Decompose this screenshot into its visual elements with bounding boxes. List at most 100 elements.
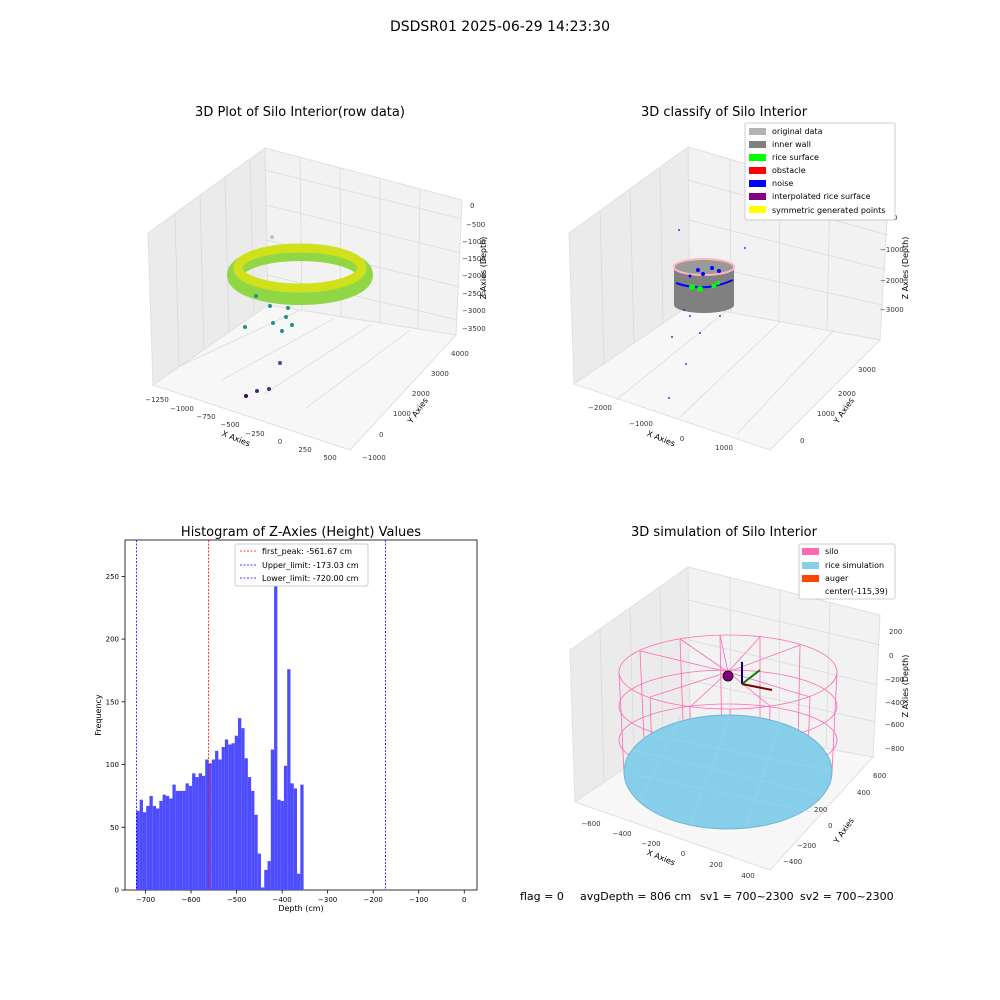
- tick-label: −200: [641, 840, 660, 848]
- z-axis-label: Z Axies (Depth): [901, 655, 910, 718]
- y-tick-label: 100: [106, 761, 119, 769]
- legend-swatch: [802, 575, 819, 582]
- tick-label: 250: [298, 446, 311, 454]
- histogram-bar: [287, 669, 291, 890]
- z-axis-label: Z Axies (Depth): [479, 237, 488, 300]
- histogram-bar: [165, 795, 170, 890]
- y-tick-labels: −400 −200 0 200 400 600: [783, 772, 886, 866]
- tick-label: 400: [741, 872, 754, 880]
- tick-label: −1000: [170, 405, 194, 413]
- chart-title: Histogram of Z-Axies (Height) Values: [181, 525, 421, 540]
- histogram-bars: [136, 555, 304, 890]
- histogram-bar: [267, 861, 271, 890]
- panel-raw-3d: 3D Plot of Silo Interior(row data): [145, 105, 488, 462]
- tick-label: −2000: [880, 277, 904, 285]
- tick-label: 2000: [412, 390, 430, 398]
- y-axis-label: Y Axies: [831, 816, 856, 846]
- legend-label: silo: [825, 547, 839, 556]
- histogram-bar: [162, 794, 166, 890]
- histogram-bar: [264, 869, 268, 890]
- histogram-bar: [297, 873, 301, 890]
- histogram-bar: [228, 744, 232, 890]
- histogram-bar: [211, 759, 216, 890]
- tick-label: −400: [885, 699, 904, 707]
- tick-label: −1000: [629, 420, 653, 428]
- histogram-bar: [280, 800, 284, 890]
- histogram-bar: [251, 790, 255, 890]
- histogram-bar: [201, 775, 206, 890]
- legend-label: first_peak: -561.67 cm: [262, 547, 352, 556]
- legend-swatch: [749, 167, 766, 174]
- x-tick-label: −300: [318, 896, 337, 904]
- panel-classify-3d: 3D classify of Silo Interior −2000 −1000: [568, 105, 910, 452]
- x-tick-label: −400: [272, 896, 291, 904]
- histogram-bar: [224, 739, 229, 890]
- tick-label: −600: [885, 721, 904, 729]
- y-tick-label: 200: [106, 636, 119, 644]
- x-tick-label: 0: [462, 896, 466, 904]
- raw-point-cloud: [227, 235, 373, 398]
- y-tick-labels: 0 1000 2000 3000: [800, 366, 876, 445]
- tick-label: 1000: [393, 410, 411, 418]
- legend-label: original data: [772, 127, 823, 136]
- tick-label: −400: [612, 830, 631, 838]
- tick-label: −2000: [588, 404, 612, 412]
- histogram-bar: [198, 773, 202, 890]
- tick-label: 0: [681, 850, 685, 858]
- y-tick-label: 150: [106, 698, 119, 706]
- histogram-bar: [241, 728, 245, 890]
- legend-label: inner wall: [772, 140, 811, 149]
- sv1-status: sv1 = 700~2300: [700, 890, 794, 903]
- x-ticks: −700 −600 −500 −400 −300 −200 −100 0: [136, 890, 466, 904]
- histogram-bar: [179, 790, 183, 890]
- point-cloud-ring: [227, 245, 373, 305]
- histogram-bar: [238, 718, 242, 890]
- histogram-bar: [185, 783, 189, 890]
- tick-label: −2000: [462, 272, 486, 280]
- auger-marker: [722, 662, 773, 691]
- histogram-bar: [274, 555, 278, 890]
- tick-label: 0: [680, 435, 684, 443]
- x-tick-label: −200: [364, 896, 383, 904]
- panel-simulation-3d: 3D simulation of Silo Interior: [569, 525, 910, 880]
- tick-label: 600: [873, 772, 886, 780]
- tick-label: 400: [857, 789, 870, 797]
- axes-3d-panes: [147, 147, 463, 451]
- tick-label: −3000: [880, 306, 904, 314]
- legend-swatch: [749, 128, 766, 135]
- tick-label: −200: [797, 842, 816, 850]
- legend-label: obstacle: [772, 166, 806, 175]
- x-tick-label: −500: [227, 896, 246, 904]
- classified-point-cloud: [668, 229, 746, 399]
- legend-swatch: [749, 180, 766, 187]
- histogram-bar: [159, 800, 163, 890]
- histogram-bar: [221, 746, 225, 890]
- histogram-bar: [156, 808, 160, 890]
- y-tick-labels: −1000 0 1000 2000 3000 4000: [362, 350, 469, 462]
- legend-label: Lower_limit: -720.00 cm: [262, 574, 359, 583]
- z-axis-label: Z Axies (Depth): [901, 237, 910, 300]
- tick-label: 200: [709, 861, 722, 869]
- tick-label: 3000: [431, 370, 449, 378]
- panel-histogram: Histogram of Z-Axies (Height) Values −70…: [94, 525, 478, 913]
- legend-swatch: [749, 141, 766, 148]
- tick-label: −1000: [462, 238, 486, 246]
- tick-label: 0: [470, 202, 474, 210]
- tick-label: −800: [885, 745, 904, 753]
- y-tick-label: 0: [115, 887, 119, 895]
- legend-swatch: [749, 193, 766, 200]
- point-cloud-ring-top: [233, 243, 367, 293]
- tick-label: 4000: [451, 350, 469, 358]
- tick-label: −1000: [880, 246, 904, 254]
- histogram-bar: [293, 788, 298, 890]
- histogram-bar: [208, 763, 212, 890]
- histogram-bar: [192, 773, 196, 890]
- histogram-bar: [244, 758, 248, 890]
- legend: first_peak: -561.67 cm Upper_limit: -173…: [234, 543, 369, 587]
- y-axis-label: Frequency: [94, 694, 103, 736]
- histogram-bar: [215, 750, 219, 890]
- tick-label: −600: [581, 820, 600, 828]
- tick-label: −1000: [362, 454, 386, 462]
- tick-label: −3500: [462, 325, 486, 333]
- tick-label: −500: [466, 221, 485, 229]
